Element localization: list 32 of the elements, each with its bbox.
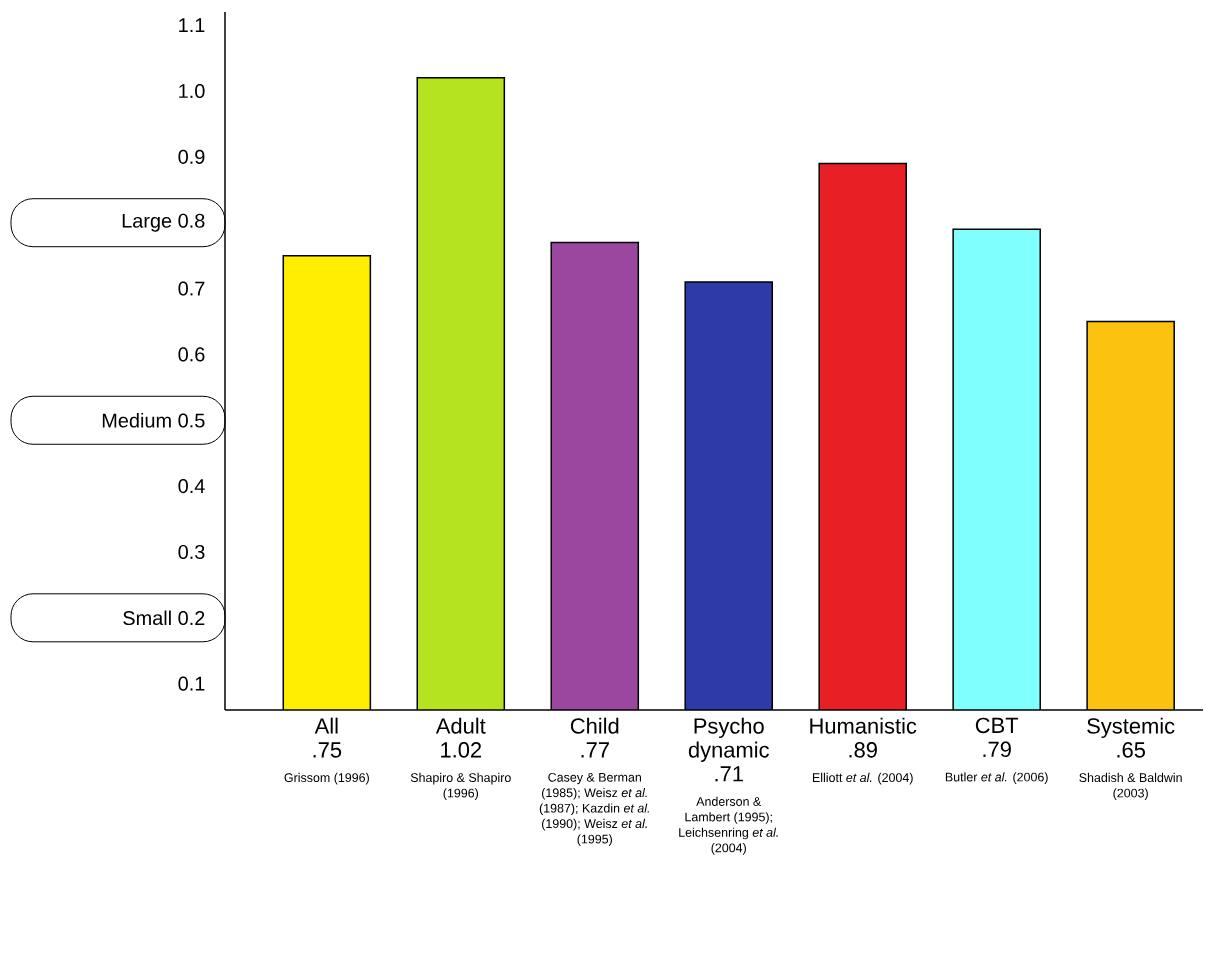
x-tick-label: Systemic — [1087, 717, 1175, 739]
data-label: .65 — [1117, 742, 1145, 758]
text: Shadish & Baldwin (2003) — [1079, 772, 1182, 800]
x-tick-label: Humanistic — [810, 717, 917, 734]
y-tick-label: 1.0 — [179, 83, 205, 99]
x-tick-label: Child — [570, 717, 619, 734]
x-tick-label: All — [314, 717, 338, 734]
text: Anderson & Lambert (1995); Leichsenring et al. (2004) — [679, 796, 778, 855]
x-tick-label: Adult — [435, 717, 486, 734]
text: Casey & Berman (1985); Weisz et al. (1987); Kazdin et al. (1990); Weisz et al. (1995) — [539, 772, 649, 846]
text: Elliott et al. (2004) — [812, 772, 913, 785]
y-tick-label: 1.1 — [179, 18, 205, 33]
y-tick-label: 0.4 — [178, 479, 205, 494]
text: Butler et al. (2006) — [945, 772, 1048, 784]
x-tick-label: Psycho dynamic — [688, 717, 769, 762]
y-tick-label: Medium 0.5 — [102, 412, 205, 428]
text: Grissom (1996) — [284, 772, 369, 785]
text: Shapiro & Shapiro (1996) — [410, 772, 511, 800]
data-label: .89 — [849, 742, 877, 758]
x-tick-label: CBT — [975, 717, 1019, 734]
data-label: .77 — [581, 742, 609, 758]
y-tick-label: Small 0.2 — [123, 610, 205, 626]
y-tick-label: 0.3 — [178, 544, 205, 560]
y-tick-label: 0.9 — [178, 149, 205, 164]
data-label: .79 — [983, 741, 1011, 758]
y-tick-label: 0.1 — [178, 676, 205, 691]
data-label: .75 — [313, 742, 342, 758]
y-tick-label: Large 0.8 — [122, 213, 205, 232]
data-label: 1.02 — [441, 742, 482, 758]
data-label: .71 — [715, 766, 743, 782]
y-tick-label: 0.7 — [178, 281, 205, 296]
y-tick-label: 0.6 — [178, 347, 205, 362]
